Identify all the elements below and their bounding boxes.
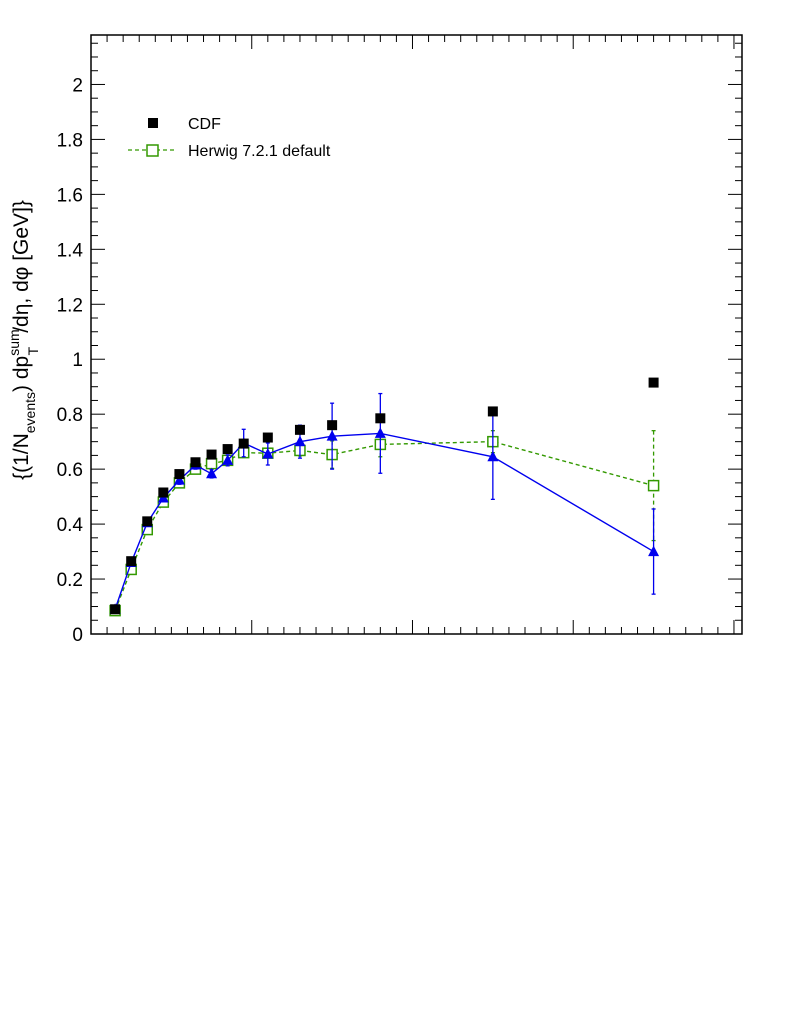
legend-marker-cdf (148, 118, 158, 128)
data-point-cdf (222, 444, 233, 455)
legend-label-cdf: CDF (188, 116, 221, 133)
legend: CDF Herwig 7.2.1 default (128, 116, 331, 160)
data-point-cdf (238, 438, 249, 449)
data-point-model (487, 450, 499, 462)
y-tick-label: 1.2 (57, 295, 83, 316)
y-tick-label: 1.6 (57, 185, 83, 206)
data-point-cdf (174, 469, 185, 480)
y-tick-label: 0.6 (57, 460, 83, 481)
series-layer (109, 377, 660, 617)
y-tick-label: 1 (72, 350, 83, 371)
y-tick-label: 0.8 (57, 405, 83, 426)
data-point-cdf (126, 556, 137, 567)
data-point-model (648, 545, 660, 557)
y-tick-label: 0.2 (57, 570, 83, 591)
data-point-cdf (327, 420, 338, 431)
data-point-herwig (205, 457, 218, 470)
data-point-cdf (262, 432, 273, 443)
legend-marker-herwig (146, 144, 159, 157)
data-point-cdf (110, 604, 121, 615)
data-point-cdf (158, 487, 169, 498)
data-point-cdf (142, 516, 153, 527)
data-point-cdf (648, 377, 659, 388)
y-axis-title-text: {(1/Nevents) dpsum T/dη, dφ [GeV]} (6, 200, 41, 480)
data-point-cdf (190, 457, 201, 468)
data-point-cdf (375, 413, 386, 424)
data-point-cdf (206, 449, 217, 460)
data-point-model (222, 454, 234, 465)
data-point-cdf (294, 424, 305, 435)
data-point-cdf (487, 406, 498, 417)
data-point-model (173, 474, 185, 485)
plot-frame (90, 34, 743, 635)
y-tick-label: 0.4 (57, 515, 84, 536)
legend-label-herwig: Herwig 7.2.1 default (188, 143, 331, 160)
data-point-model (294, 435, 306, 447)
y-tick-label: 1.4 (57, 240, 84, 261)
y-axis-title: {(1/Nevents) dpsum T/dη, dφ [GeV]} (6, 200, 41, 480)
data-point-model (206, 467, 218, 479)
data-point-herwig (647, 479, 660, 492)
data-point-model (374, 427, 386, 438)
y-tick-label: 1.8 (57, 130, 83, 151)
y-tick-label: 2 (72, 75, 83, 96)
data-point-model (262, 448, 274, 459)
data-point-model (326, 430, 338, 441)
axes: 0 0.2 0.4 0.6 0.8 1 1.2 1.4 1.6 1.8 2 (57, 35, 742, 646)
y-tick-label: 0 (72, 625, 83, 646)
